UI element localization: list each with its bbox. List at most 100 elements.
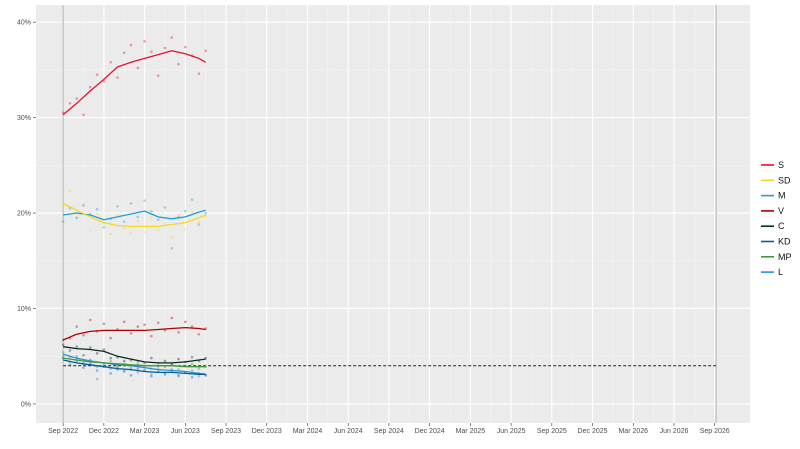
poll-point-s	[177, 62, 180, 66]
poll-point-m	[204, 211, 207, 215]
legend-label-mp: MP	[778, 252, 792, 262]
poll-point-v	[129, 331, 133, 335]
x-tick-label: Mar 2025	[456, 428, 486, 435]
x-tick-label: Dec 2023	[252, 428, 282, 435]
poll-point-v	[156, 321, 160, 325]
poll-point-m	[95, 207, 99, 211]
poll-point-mp	[177, 368, 180, 371]
legend-label-c: C	[778, 221, 785, 231]
poll-point-v	[143, 323, 146, 327]
poll-point-c	[95, 352, 99, 355]
poll-point-sd	[116, 213, 119, 217]
poll-point-m	[122, 220, 126, 223]
poll-point-v	[190, 325, 194, 328]
poll-point-sd	[109, 232, 112, 236]
grid	[36, 5, 750, 423]
poll-point-v	[170, 316, 174, 320]
poll-point-l	[177, 374, 180, 378]
poll-point-sd	[82, 203, 85, 206]
y-tick-label: 10%	[17, 306, 31, 313]
trend-line-mp	[63, 357, 206, 368]
poll-point-m	[197, 223, 201, 226]
poll-point-v	[75, 325, 79, 328]
y-tick-label: 30%	[17, 115, 31, 122]
poll-point-v	[136, 325, 140, 328]
poll-point-sd	[88, 228, 92, 232]
legend-label-v: V	[778, 206, 784, 216]
poll-point-sd	[204, 215, 207, 219]
poll-point-sd	[143, 230, 146, 234]
reference-lines	[62, 5, 717, 423]
poll-point-sd	[68, 189, 72, 193]
x-tick-label: Dec 2022	[89, 428, 119, 435]
poll-point-mp	[190, 362, 194, 366]
poll-point-c	[150, 356, 153, 360]
poll-point-c	[75, 345, 79, 348]
y-tick-label: 0%	[21, 401, 31, 408]
poll-point-m	[61, 220, 65, 223]
x-axis: Sep 2022 Dec 2022 Mar 2023 Jun 2023 Sep 2023…	[48, 423, 730, 435]
poll-point-sd	[95, 212, 99, 216]
poll-point-s	[122, 51, 126, 55]
poll-point-m	[82, 204, 85, 207]
poll-point-v	[177, 331, 180, 334]
poll-point-sd	[177, 213, 180, 217]
poll-point-s	[156, 74, 160, 77]
poll-point-l	[95, 377, 99, 381]
poll-point-kd	[136, 367, 140, 370]
poll-point-sd	[156, 228, 160, 232]
poll-point-sd	[61, 204, 65, 207]
poll-point-l	[61, 351, 65, 354]
poll-point-s	[88, 85, 92, 89]
poll-point-c	[109, 356, 112, 360]
trend-line-kd	[62, 359, 206, 375]
poll-point-c	[122, 359, 126, 363]
poll-point-sd	[150, 216, 153, 220]
legend-label-l: L	[778, 267, 783, 277]
poll-point-s	[75, 97, 79, 100]
x-tick-label: Jun 2025	[497, 428, 526, 435]
poll-point-kd	[190, 375, 194, 379]
poll-point-v	[109, 336, 112, 340]
poll-point-m	[116, 205, 119, 208]
poll-point-v	[163, 329, 167, 332]
legend-label-s: S	[778, 160, 784, 170]
x-tick-label: Sep 2022	[48, 428, 78, 435]
poll-point-mp	[109, 359, 112, 363]
trend-line-v	[62, 326, 206, 341]
poll-point-m	[136, 215, 140, 219]
poll-point-l	[190, 369, 194, 372]
poll-point-s	[95, 73, 99, 76]
poll-point-kd	[82, 366, 85, 369]
poll-point-v	[150, 334, 153, 338]
poll-point-m	[102, 226, 106, 229]
poll-point-l	[136, 371, 140, 374]
x-tick-label: Jun 2024	[334, 428, 363, 435]
poll-point-m	[75, 216, 79, 220]
x-tick-label: Sep 2025	[537, 428, 567, 435]
poll-point-sd	[170, 235, 174, 239]
poll-point-s	[170, 36, 174, 39]
y-tick-label: 40%	[17, 20, 31, 27]
poll-point-m	[170, 247, 174, 250]
x-tick-label: Jun 2026	[660, 428, 689, 435]
x-tick-label: Mar 2026	[618, 428, 648, 435]
poll-point-l	[75, 354, 79, 358]
poll-point-l	[102, 363, 106, 367]
poll-point-s	[204, 49, 207, 53]
plot-panel	[36, 5, 750, 423]
poll-point-s	[82, 113, 85, 117]
poll-point-sd	[75, 215, 79, 219]
x-tick-label: Mar 2024	[293, 428, 323, 435]
poll-point-sd	[136, 219, 140, 222]
poll-point-kd	[109, 372, 112, 375]
poll-point-v	[122, 320, 126, 324]
poll-point-v	[88, 318, 92, 322]
poll-point-s	[143, 39, 146, 43]
poll-point-kd	[163, 373, 167, 376]
trend-line-c	[63, 346, 206, 364]
poll-point-kd	[95, 369, 99, 372]
poll-point-s	[163, 46, 167, 50]
poll-point-c	[61, 343, 65, 347]
